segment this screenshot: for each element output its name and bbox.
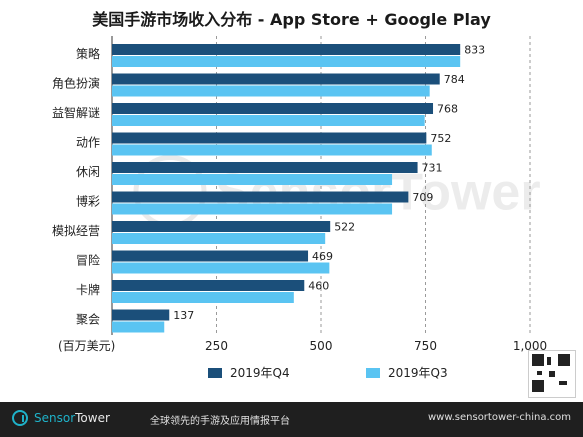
- bar-chart: SensorTower策略833角色扮演784益智解谜768动作752休闲731…: [52, 36, 547, 353]
- legend-swatch-q4: [208, 367, 222, 378]
- bar-q4: [112, 250, 309, 262]
- data-label: 469: [312, 250, 333, 263]
- brand-tower: Tower: [75, 411, 110, 425]
- data-label: 709: [412, 191, 433, 204]
- bar-q3: [112, 292, 294, 303]
- category-label: 策略: [76, 46, 100, 61]
- category-label: 休闲: [76, 165, 100, 179]
- data-label: 522: [334, 221, 355, 234]
- qr-code: [528, 350, 576, 398]
- bar-q4: [112, 132, 427, 144]
- bar-q4: [112, 221, 331, 232]
- footer-slogan: 全球领先的手游及应用情报平台: [150, 416, 290, 427]
- legend-item-q3: 2019年Q3: [366, 364, 448, 381]
- bar-q4: [112, 162, 418, 173]
- bar-q4: [112, 44, 461, 55]
- bar-q3: [112, 262, 330, 274]
- x-tick-label: 750: [414, 339, 437, 353]
- data-label: 784: [444, 73, 465, 86]
- bar-q4: [112, 103, 434, 114]
- footer-bar: Sensor Tower 全球领先的手游及应用情报平台 www.sensortow…: [0, 402, 583, 437]
- legend-swatch-q3: [366, 367, 380, 378]
- data-label: 731: [422, 162, 443, 175]
- bar-q4: [112, 191, 409, 203]
- bar-q4: [112, 73, 440, 85]
- x-unit-label: (百万美元): [58, 339, 115, 353]
- category-label: 博彩: [76, 194, 100, 209]
- data-label: 752: [430, 132, 451, 145]
- bar-q3: [112, 144, 432, 156]
- bar-q4: [112, 309, 170, 321]
- data-label: 460: [308, 280, 329, 293]
- category-label: 卡牌: [76, 283, 100, 297]
- bar-q3: [112, 85, 430, 97]
- data-label: 137: [173, 309, 194, 322]
- legend-label-q3: 2019年Q3: [388, 366, 448, 380]
- category-label: 冒险: [76, 253, 100, 268]
- category-label: 模拟经营: [52, 224, 100, 238]
- x-tick-label: 250: [205, 339, 228, 353]
- bar-q3: [112, 56, 461, 67]
- footer-brand: Sensor Tower: [34, 411, 110, 425]
- bar-q3: [112, 233, 326, 244]
- bar-q3: [112, 174, 393, 185]
- bar-q3: [112, 115, 425, 126]
- legend-label-q4: 2019年Q4: [230, 366, 290, 380]
- footer-url: www.sensortower-china.com: [427, 412, 571, 423]
- chart-title: 美国手游市场收入分布 - App Store + Google Play: [92, 10, 491, 29]
- category-label: 动作: [76, 136, 100, 150]
- x-tick-label: 1,000: [513, 339, 547, 353]
- data-label: 833: [464, 44, 485, 57]
- x-tick-label: 500: [310, 339, 333, 353]
- category-label: 聚会: [76, 313, 100, 327]
- brand-sensor: Sensor: [34, 411, 76, 425]
- bar-q3: [112, 321, 165, 333]
- category-label: 益智解谜: [52, 105, 100, 120]
- sensortower-logo-icon: [12, 410, 28, 426]
- legend-item-q4: 2019年Q4: [208, 364, 290, 381]
- category-label: 角色扮演: [52, 76, 100, 91]
- bar-q4: [112, 280, 305, 291]
- data-label: 768: [437, 103, 458, 116]
- bar-q3: [112, 203, 393, 215]
